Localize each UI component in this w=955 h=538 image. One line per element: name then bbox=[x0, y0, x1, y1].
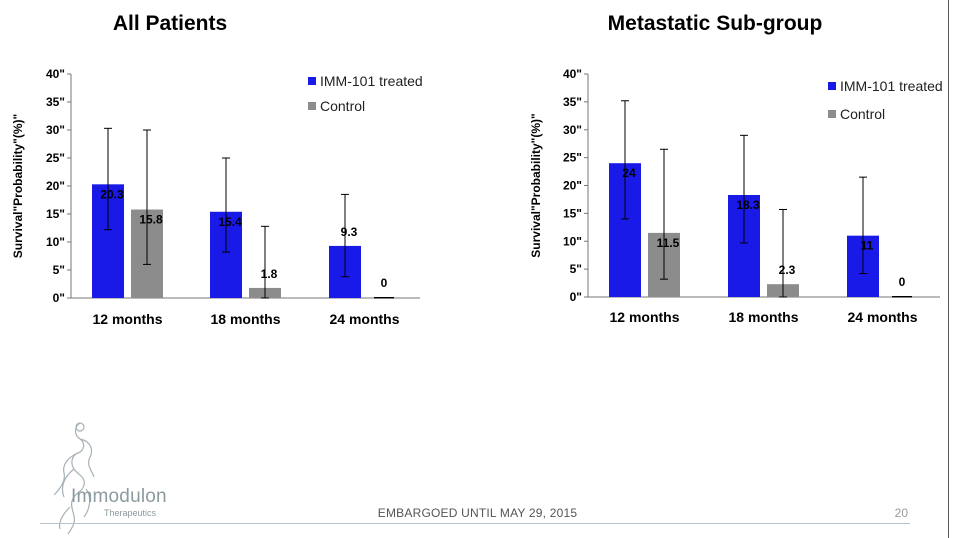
bar bbox=[892, 296, 912, 298]
y-tick-label: 15" bbox=[46, 207, 65, 221]
y-tick-label: 25" bbox=[46, 151, 65, 165]
y-tick-label: 5" bbox=[53, 263, 65, 277]
logo-wordmark: Immodulon bbox=[71, 486, 167, 507]
bar bbox=[374, 297, 394, 299]
data-label: 0 bbox=[899, 275, 906, 289]
y-tick-label: 20" bbox=[563, 179, 582, 193]
y-tick-label: 25" bbox=[563, 151, 582, 165]
bar-chart-all-patients: 0" 5" 10" 15" 20" 25" 30" 35" 40" Survival"Probab… bbox=[11, 67, 423, 327]
footer-rule bbox=[40, 523, 910, 524]
y-axis-title: Survival"Probability"(%)" bbox=[529, 113, 543, 257]
y-tick-label: 0" bbox=[53, 291, 65, 305]
y-tick-label: 35" bbox=[46, 95, 65, 109]
legend-label: Control bbox=[840, 106, 885, 122]
data-label: 11 bbox=[861, 239, 874, 253]
y-tick-label: 30" bbox=[563, 123, 582, 137]
immodulon-logo-figure bbox=[53, 422, 95, 535]
page-number: 20 bbox=[894, 506, 908, 520]
legend-swatch bbox=[828, 110, 836, 118]
legend-swatch bbox=[828, 82, 836, 90]
y-tick-label: 40" bbox=[563, 67, 582, 81]
y-tick-label: 35" bbox=[563, 95, 582, 109]
y-tick-label: 30" bbox=[46, 123, 65, 137]
data-label: 1.8 bbox=[261, 267, 278, 281]
legend-swatch bbox=[308, 102, 316, 110]
data-label: 24 bbox=[622, 166, 636, 180]
y-tick-label: 10" bbox=[563, 234, 582, 248]
y-tick-label: 20" bbox=[46, 179, 65, 193]
data-label: 15.8 bbox=[139, 213, 163, 227]
x-category-label: 24 months bbox=[329, 311, 399, 327]
x-category-label: 12 months bbox=[609, 309, 679, 325]
y-tick-label: 0" bbox=[570, 290, 582, 304]
x-category-label: 18 months bbox=[728, 309, 798, 325]
data-label: 11.5 bbox=[657, 236, 680, 250]
data-label: 20.3 bbox=[100, 187, 124, 201]
y-axis-title: Survival"Probability"(%)" bbox=[11, 114, 25, 258]
legend-swatch bbox=[308, 77, 316, 85]
bar-chart-metastatic: 0" 5" 10" 15" 20" 25" 30" 35" 40" Survival"Probab… bbox=[529, 67, 943, 325]
x-category-label: 24 months bbox=[847, 309, 917, 325]
data-label: 2.3 bbox=[779, 263, 796, 277]
y-tick-label: 15" bbox=[563, 206, 582, 220]
legend-label: IMM-101 treated bbox=[840, 78, 943, 94]
legend-label: IMM-101 treated bbox=[320, 73, 423, 89]
x-category-label: 18 months bbox=[210, 311, 280, 327]
x-category-label: 12 months bbox=[92, 311, 162, 327]
logo-subtitle: Therapeutics bbox=[104, 508, 157, 518]
data-label: 0 bbox=[381, 276, 388, 290]
y-tick-label: 40" bbox=[46, 67, 65, 81]
y-tick-label: 10" bbox=[46, 235, 65, 249]
data-label: 18.3 bbox=[736, 198, 760, 212]
data-label: 9.3 bbox=[341, 225, 358, 239]
y-tick-label: 5" bbox=[570, 262, 582, 276]
embargo-notice: EMBARGOED UNTIL MAY 29, 2015 bbox=[377, 506, 578, 520]
data-label: 15.4 bbox=[218, 215, 242, 229]
slide-right-border bbox=[948, 0, 949, 538]
legend-label: Control bbox=[320, 98, 365, 114]
chart-title-all-patients: All Patients bbox=[112, 12, 228, 35]
chart-title-metastatic: Metastatic Sub-group bbox=[607, 12, 823, 35]
